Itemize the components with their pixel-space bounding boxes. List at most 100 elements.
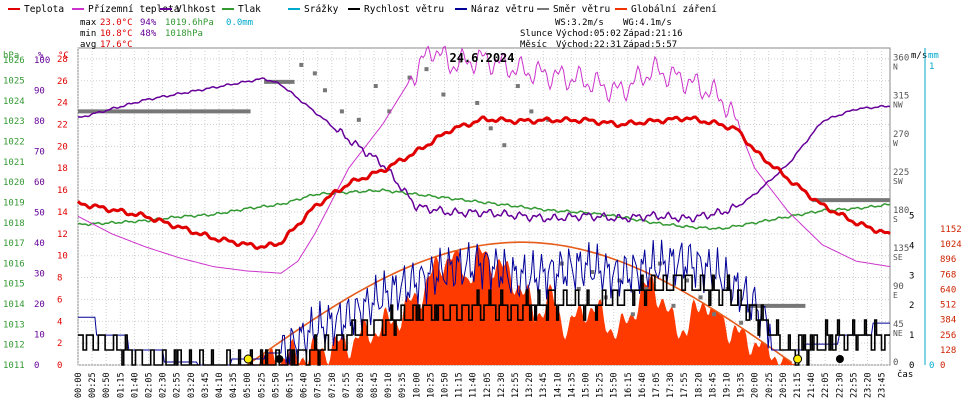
wind-direction-point [712,312,717,317]
radiation-tick-label: 0 [940,361,945,371]
temperature-tick-label: 26 [57,77,68,87]
wind-direction-point [424,67,429,72]
wind-direction-point [488,126,493,131]
direction-tick-compass: S [893,215,898,224]
pressure-tick-label: 1012 [3,341,25,351]
pressure-tick-label: 1020 [3,178,25,188]
x-tick-label: 02:30 [159,372,169,398]
temperature-line [76,115,891,251]
pressure-tick-label: 1016 [3,259,25,269]
direction-tick-label: 315 [893,92,909,102]
wind-direction-point [617,278,622,283]
stat-pressure: 1018hPa [165,29,203,39]
x-tick-label: 01:15 [116,372,126,398]
x-tick-label: 22:30 [835,372,845,398]
radiation-tick-label: 256 [940,331,956,341]
direction-tick-label: 90 [893,282,904,292]
pressure-tick-label: 1017 [3,239,25,249]
temperature-tick-label: 18 [57,164,68,174]
x-tick-label: 20:25 [765,372,775,398]
x-tick-label: 07:55 [342,372,352,398]
temperature-axis-unit: °C [58,51,69,61]
humidity-tick-label: 50 [34,209,45,219]
wind-direction-point [407,75,412,80]
sunrise-text: Východ:05:02 [556,29,621,39]
x-tick-label: 08:20 [356,372,366,398]
humidity-tick-label: 40 [34,239,45,249]
temperature-tick-label: 0 [57,361,62,371]
stat-label: avg [80,40,96,50]
x-tick-label: 15:00 [582,372,592,398]
wind-tick-label: 2 [909,301,914,311]
temperature-tick-label: 4 [57,317,62,327]
stat-pressure: 1019.6hPa [165,18,214,28]
x-tick-label: 02:05 [144,372,154,398]
x-tick-label: 18:45 [708,372,718,398]
x-tick-label: 17:55 [680,372,690,398]
x-tick-label: 06:15 [285,372,295,398]
lines-layer [76,45,891,366]
x-tick-label: 18:20 [694,372,704,398]
direction-tick-compass: W [893,139,898,148]
pressure-tick-label: 1014 [3,300,25,310]
wind-direction-point [515,84,520,89]
humidity-line [77,77,891,223]
legend-label: Globální záření [631,4,717,15]
x-tick-label: 19:10 [722,372,732,398]
direction-tick-compass: NE [893,329,903,338]
moonrise-text: Východ:22:31 [556,40,621,50]
moon-label: Měsíc [520,40,547,50]
wind-tick-label: 4 [909,241,914,251]
wind-direction-point [529,109,534,114]
pressure-axis-unit: hPa [3,51,19,61]
x-tick-label: 17:05 [652,372,662,398]
x-tick-label: 20:50 [779,372,789,398]
x-tick-label: 10:00 [412,372,422,398]
rain-tick-label: 1 [929,62,934,72]
x-tick-label: 00:50 [102,372,112,398]
stat-temp: 10.8°C [100,29,133,39]
radiation-tick-label: 768 [940,270,956,280]
wind-direction-point [630,312,635,317]
wind-direction-point [576,286,581,291]
humidity-tick-label: 60 [34,178,45,188]
pressure-tick-label: 1015 [3,280,25,290]
direction-tick-label: 360 [893,54,909,64]
direction-tick-label: 180 [893,206,909,216]
x-tick-label: 09:10 [384,372,394,398]
wind-direction-point [475,100,480,105]
legend-label: Náraz větru [471,4,534,15]
wind-direction-point [502,143,507,148]
x-axis-label: čas [897,369,913,380]
wind-direction-point [441,92,446,97]
pressure-tick-label: 1022 [3,137,25,147]
x-tick-label: 11:15 [455,372,465,398]
wind-direction-point [312,71,317,76]
x-tick-label: 15:50 [610,372,620,398]
wind-direction-point [739,320,744,325]
radiation-tick-label: 384 [940,316,956,326]
x-tick-label: 23:45 [878,372,888,398]
radiation-tick-label: 896 [940,255,956,265]
x-tick-label: 05:00 [243,372,253,398]
stat-label: min [80,29,96,39]
wind-gust-info: WG:4.1m/s [623,18,672,28]
stat-humidity: 48% [140,29,157,39]
wind-direction-point [685,278,689,283]
temperature-tick-label: 24 [57,99,68,109]
wind-speed-info: WS:3.2m/s [555,18,604,28]
x-tick-label: 08:45 [370,372,380,398]
wind-direction-point [299,62,304,67]
direction-tick-compass: E [893,291,898,300]
x-tick-label: 11:40 [469,372,479,398]
legend-label: Směr větru [553,4,610,15]
pressure-tick-label: 1024 [3,97,25,107]
pressure-tick-label: 1025 [3,77,25,87]
x-tick-label: 07:05 [314,372,324,398]
humidity-tick-label: 0 [34,361,39,371]
wind-direction-point [373,84,378,89]
pressure-tick-label: 1026 [3,56,25,66]
temperature-tick-label: 16 [57,186,68,196]
wind-tick-label: 0 [909,361,914,371]
